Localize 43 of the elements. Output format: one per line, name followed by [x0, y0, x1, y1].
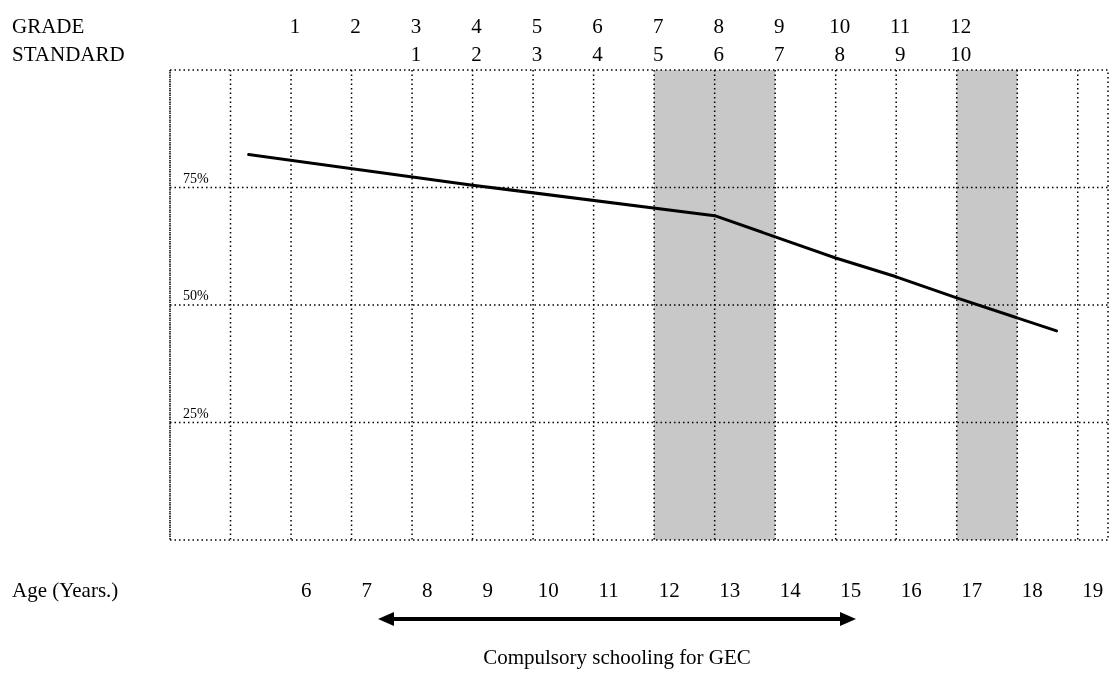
text: 5: [652, 42, 664, 66]
x2-tick-label: 12: [950, 14, 972, 38]
text: 6: [713, 42, 724, 66]
x-tick-label: 14: [779, 578, 802, 602]
text: STANDARD: [12, 42, 125, 66]
x-tick-label: 13: [719, 578, 741, 602]
text: Compulsory schooling for GEC: [483, 645, 751, 669]
x2-tick-label: 5: [531, 14, 543, 38]
x2-tick-label: 9: [773, 14, 785, 38]
x-tick-label: 6: [300, 578, 312, 602]
x2-tick-label: 2: [350, 14, 361, 38]
x2-tick-label: 3: [410, 14, 422, 38]
y-tick-label: 50%: [183, 288, 209, 303]
text: 1: [410, 42, 422, 66]
x-tick-label: 8: [421, 578, 433, 602]
y-tick-label: 75%: [183, 170, 209, 186]
text: 4: [592, 42, 604, 66]
x2-tick-label: 6: [592, 14, 603, 38]
text: 9: [894, 42, 906, 66]
x2-tick-label: 1: [289, 14, 301, 38]
x-tick-label: 18: [1021, 578, 1043, 602]
x2-tick-label: 11: [890, 14, 911, 38]
x-tick-label: 9: [482, 578, 493, 602]
x-tick-label: 11: [598, 578, 619, 602]
x-tick-label: 19: [1082, 578, 1104, 602]
x-tick-label: 17: [961, 578, 983, 602]
text: 2: [471, 42, 482, 66]
x2-tick-label: 8: [713, 14, 724, 38]
x2-tick-label: 7: [652, 14, 664, 38]
text: 7: [773, 42, 785, 66]
x-tick-label: 12: [658, 578, 680, 602]
x-axis-title: Age (Years.): [12, 578, 119, 602]
x-tick-label: 7: [361, 578, 372, 602]
text: 3: [531, 42, 543, 66]
y-tick-label: 25%: [183, 405, 209, 421]
x-tick-label: 16: [900, 578, 922, 602]
text: 10: [950, 42, 972, 66]
x2-tick-label: 4: [471, 14, 483, 38]
x-tick-label: 10: [537, 578, 559, 602]
x2-tick-label: 10: [829, 14, 851, 38]
text: 8: [834, 42, 845, 66]
x2-axis-title: GRADE: [12, 14, 85, 38]
x-tick-label: 15: [840, 578, 862, 602]
